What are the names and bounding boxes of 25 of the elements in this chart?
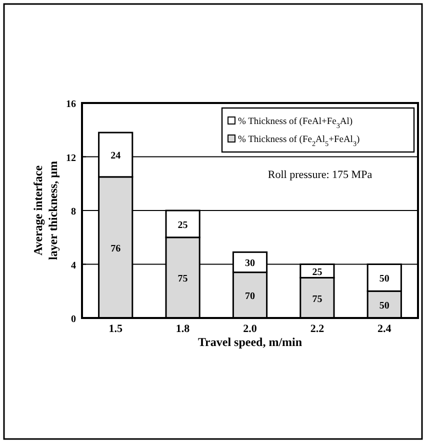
y-tick-label: 12 xyxy=(66,152,76,164)
y-tick-label: 16 xyxy=(66,99,76,110)
annotation: 70 xyxy=(245,291,255,302)
annotation: 75 xyxy=(312,294,322,305)
x-axis-title: Travel speed, m/min xyxy=(198,335,302,349)
annotation: 75 xyxy=(178,274,188,285)
legend-label: % Thickness of (Fe$_{2}$Al$_{5}$+FeAl$_{3}$) xyxy=(238,135,360,148)
x-tick-label: 2.0 xyxy=(243,323,258,335)
y-tick-label: 4 xyxy=(71,260,76,272)
annotation: 25 xyxy=(312,266,322,278)
annotation: 76 xyxy=(110,243,121,254)
annotation: 24 xyxy=(110,150,121,162)
annotation: Roll pressure: 175 MPa xyxy=(268,169,372,181)
x-tick-label: 1.8 xyxy=(176,323,190,335)
y-tick-label: 0 xyxy=(71,314,76,325)
legend-label: % Thickness of (FeAl+Fe$_{3}$Al) xyxy=(238,117,353,130)
annotation: 30 xyxy=(245,258,255,270)
x-tick-label: 2.2 xyxy=(310,323,325,335)
x-tick-label: 1.5 xyxy=(108,323,123,335)
annotation: 25 xyxy=(178,220,188,231)
annotation: 50 xyxy=(379,300,390,312)
y-axis-title: Average interface layer thickness, μm xyxy=(31,161,60,260)
x-tick-label: 2.4 xyxy=(378,323,392,335)
y-tick-label: 8 xyxy=(71,206,76,218)
annotation: 50 xyxy=(379,274,390,285)
